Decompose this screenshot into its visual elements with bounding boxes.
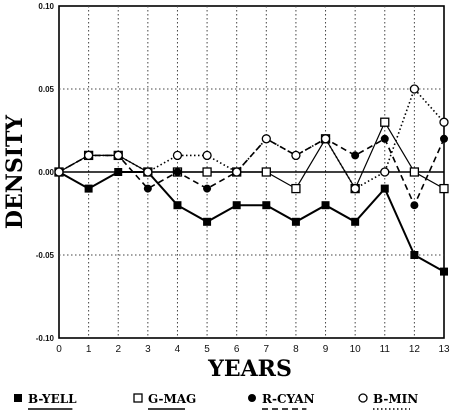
x-tick-label: 11 [380, 344, 391, 355]
point-g-mag [380, 117, 390, 127]
point-b-yell [440, 267, 448, 276]
legend-item-g-mag: G-MAG [133, 392, 196, 410]
y-tick-label: 0.10 [38, 2, 54, 11]
point-g-mag [439, 183, 449, 194]
x-tick-label: 4 [175, 344, 181, 355]
legend-marker-r-cyan [248, 394, 256, 402]
series-b-min [54, 84, 449, 194]
point-g-mag [409, 167, 420, 177]
point-b-yell [321, 201, 330, 210]
y-axis-title: DENSITY [2, 115, 28, 230]
point-g-mag [261, 167, 271, 177]
x-tick-label: 3 [145, 344, 151, 355]
point-b-yell [114, 168, 123, 176]
legend-marker-b-min [358, 393, 368, 403]
x-tick-label: 6 [234, 344, 240, 355]
x-tick-label: 10 [350, 344, 362, 355]
point-b-min [320, 134, 331, 144]
point-b-yell [84, 184, 93, 193]
point-r-cyan [410, 201, 419, 210]
x-axis-title: YEARS [207, 356, 292, 382]
y-tick-label: 0.05 [38, 85, 54, 94]
legend-label-b-yell: B-YELL [28, 392, 77, 406]
point-b-min [143, 167, 153, 177]
point-b-yell [410, 251, 419, 259]
point-b-yell [380, 184, 389, 193]
x-tick-label: 1 [86, 344, 92, 355]
point-b-yell [173, 201, 182, 210]
point-r-cyan [173, 168, 182, 176]
point-b-min [261, 134, 271, 144]
series-b-yell [55, 168, 448, 276]
point-b-yell [262, 201, 271, 210]
legend: B-YELL G-MAG R-CYAN B-MIN [14, 392, 418, 410]
x-tick-label: 12 [409, 344, 421, 355]
point-b-min [172, 150, 183, 161]
y-tick-label: -0.05 [36, 251, 55, 260]
tick-layer: 0 1 2 3 4 5 6 7 8 9 10 11 12 13-0.10-0.050.000.050.10 [36, 2, 450, 355]
point-r-cyan [380, 134, 389, 143]
point-b-min [291, 150, 301, 161]
point-b-yell [203, 217, 212, 226]
point-g-mag [291, 183, 301, 194]
x-tick-label: 0 [56, 344, 62, 355]
series-layer [54, 84, 449, 276]
legend-label-g-mag: G-MAG [148, 392, 196, 406]
legend-marker-g-mag [133, 393, 143, 403]
point-r-cyan [203, 184, 212, 193]
series-line-b-yell [58, 171, 445, 273]
point-b-min [83, 150, 94, 161]
point-b-yell [351, 217, 360, 226]
point-b-min [54, 167, 64, 177]
x-tick-label: 2 [115, 344, 121, 355]
legend-item-b-min: B-MIN [358, 392, 418, 410]
point-r-cyan [351, 151, 360, 160]
x-tick-label: 7 [264, 344, 270, 355]
point-b-yell [232, 201, 241, 210]
point-b-yell [291, 217, 300, 226]
point-r-cyan [440, 134, 448, 143]
point-b-min [439, 117, 449, 127]
legend-item-b-yell: B-YELL [14, 392, 77, 410]
y-tick-label: 0.00 [38, 168, 54, 177]
y-tick-label: -0.10 [36, 334, 55, 343]
legend-label-r-cyan: R-CYAN [262, 392, 315, 406]
legend-label-b-min: B-MIN [373, 392, 418, 406]
point-b-min [380, 167, 390, 177]
grid-layer [58, 5, 445, 339]
point-b-min [113, 150, 123, 161]
point-g-mag [202, 167, 212, 177]
point-r-cyan [143, 184, 152, 193]
x-tick-label: 5 [204, 344, 210, 355]
legend-marker-b-yell [14, 394, 22, 402]
x-tick-label: 8 [293, 344, 299, 355]
point-b-min [232, 167, 242, 177]
legend-item-r-cyan: R-CYAN [248, 392, 315, 410]
point-b-min [409, 84, 420, 94]
point-b-min [350, 183, 360, 194]
series-line-b-min [58, 87, 445, 190]
point-b-min [202, 150, 212, 161]
x-tick-label: 13 [438, 344, 450, 355]
x-tick-label: 9 [323, 344, 329, 355]
